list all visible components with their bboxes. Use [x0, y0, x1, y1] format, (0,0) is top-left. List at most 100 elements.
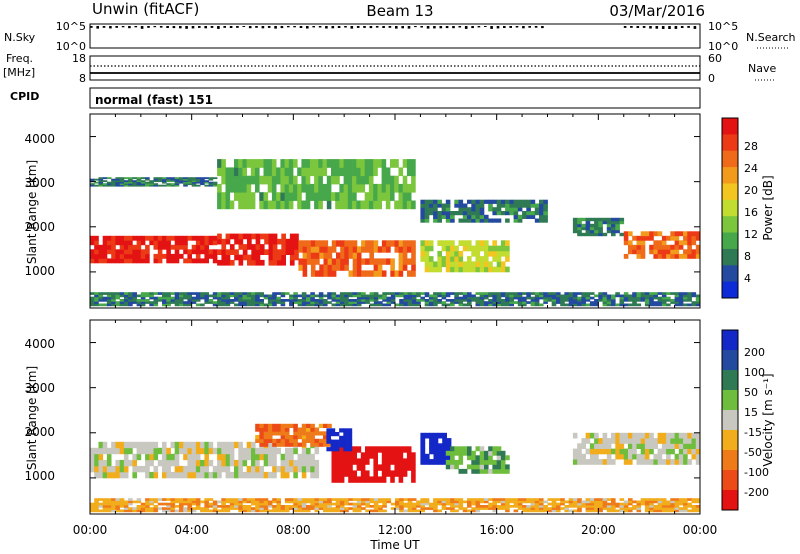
- power-cell: [385, 192, 391, 201]
- velocity-cell: [534, 500, 540, 504]
- velocity-cell: [577, 505, 582, 508]
- velocity-cell: [406, 464, 412, 471]
- power-cell: [674, 296, 680, 300]
- velocity-cell: [314, 507, 320, 510]
- velocity-cell: [547, 498, 553, 501]
- power-cell: [195, 299, 201, 302]
- power-cell: [411, 296, 417, 300]
- velocity-cell: [398, 464, 404, 471]
- velocity-cell: [195, 441, 201, 449]
- power-cell: [361, 296, 366, 300]
- power-cbar-4: 4: [744, 272, 751, 285]
- velocity-cell: [284, 471, 290, 479]
- velocity-cell: [234, 502, 239, 506]
- power-cell: [539, 199, 544, 204]
- power-cell: [315, 252, 320, 259]
- power-cell: [402, 264, 408, 271]
- power-cell: [119, 183, 125, 186]
- velocity-cell: [170, 509, 176, 513]
- power-cell: [402, 200, 408, 210]
- power-cell: [98, 258, 104, 264]
- velocity-cbar-100: 100: [744, 366, 765, 379]
- power-cell: [433, 211, 438, 216]
- power-cell: [640, 240, 646, 246]
- power-cell: [484, 240, 489, 246]
- power-cell: [390, 192, 395, 201]
- velocity-cell: [170, 498, 176, 501]
- power-cell: [657, 231, 663, 237]
- velocity-cell: [653, 498, 658, 501]
- power-cell: [327, 246, 333, 253]
- power-cell: [454, 250, 459, 257]
- power-cell: [398, 183, 404, 193]
- power-cell: [340, 240, 345, 247]
- power-cell: [293, 299, 298, 302]
- velocity-cell: [399, 498, 404, 501]
- velocity-cell: [615, 443, 620, 449]
- velocity-cell: [208, 505, 214, 508]
- velocity-cell: [649, 438, 654, 444]
- velocity-cell: [585, 459, 591, 465]
- power-cell: [301, 183, 306, 193]
- power-cell: [331, 264, 337, 271]
- power-cell: [687, 235, 692, 241]
- power-cell: [166, 299, 171, 302]
- power-cell: [310, 301, 315, 304]
- power-cell: [251, 292, 256, 295]
- velocity-cell: [344, 507, 349, 510]
- velocity-cell: [581, 459, 586, 465]
- power-cell: [136, 180, 142, 183]
- velocity-cell: [102, 507, 108, 510]
- power-cell: [208, 253, 214, 259]
- power-cell: [326, 200, 332, 210]
- velocity-cell: [174, 498, 180, 501]
- nsky-mark: [318, 26, 322, 28]
- power-cell: [484, 266, 489, 273]
- velocity-cell: [259, 509, 264, 513]
- power-cell: [132, 294, 137, 298]
- velocity-cell: [170, 471, 176, 479]
- power-cell: [115, 301, 120, 304]
- power-cell: [200, 180, 205, 183]
- power-cell: [437, 266, 442, 273]
- power-cell: [319, 270, 324, 277]
- power-cell: [145, 253, 150, 259]
- power-cell: [505, 256, 510, 262]
- velocity-cell: [657, 453, 663, 460]
- velocity-cell: [259, 423, 264, 428]
- velocity-cell: [577, 500, 582, 504]
- power-cell: [450, 301, 455, 304]
- power-cell: [94, 299, 99, 302]
- power-cell: [640, 299, 646, 302]
- velocity-cell: [492, 502, 497, 506]
- power-cell: [255, 294, 260, 298]
- power-cell: [602, 220, 608, 225]
- velocity-cell: [644, 453, 650, 460]
- power-cell: [377, 159, 382, 168]
- power-cell: [437, 218, 442, 223]
- power-cell: [373, 299, 379, 302]
- nsky-mark: [687, 26, 690, 28]
- power-cell: [162, 296, 167, 300]
- power-cell: [581, 292, 586, 295]
- power-cell: [377, 270, 383, 277]
- power-cell: [229, 259, 235, 266]
- power-cell: [411, 159, 416, 168]
- power-cell: [492, 296, 497, 300]
- power-cell: [259, 301, 264, 304]
- colorbar-swatch: [722, 330, 738, 351]
- power-cell: [140, 177, 146, 180]
- velocity-cell: [225, 471, 231, 479]
- power-cell: [517, 207, 523, 212]
- power-cell: [242, 303, 248, 307]
- velocity-cell: [352, 458, 357, 465]
- power-cell: [179, 253, 184, 259]
- velocity-cell: [212, 465, 218, 473]
- velocity-cell: [382, 502, 387, 506]
- velocity-cell: [293, 505, 298, 508]
- power-cell: [94, 294, 99, 298]
- velocity-cell: [568, 502, 574, 506]
- power-cell: [632, 303, 637, 307]
- power-cell: [441, 245, 447, 252]
- power-cell: [204, 180, 209, 183]
